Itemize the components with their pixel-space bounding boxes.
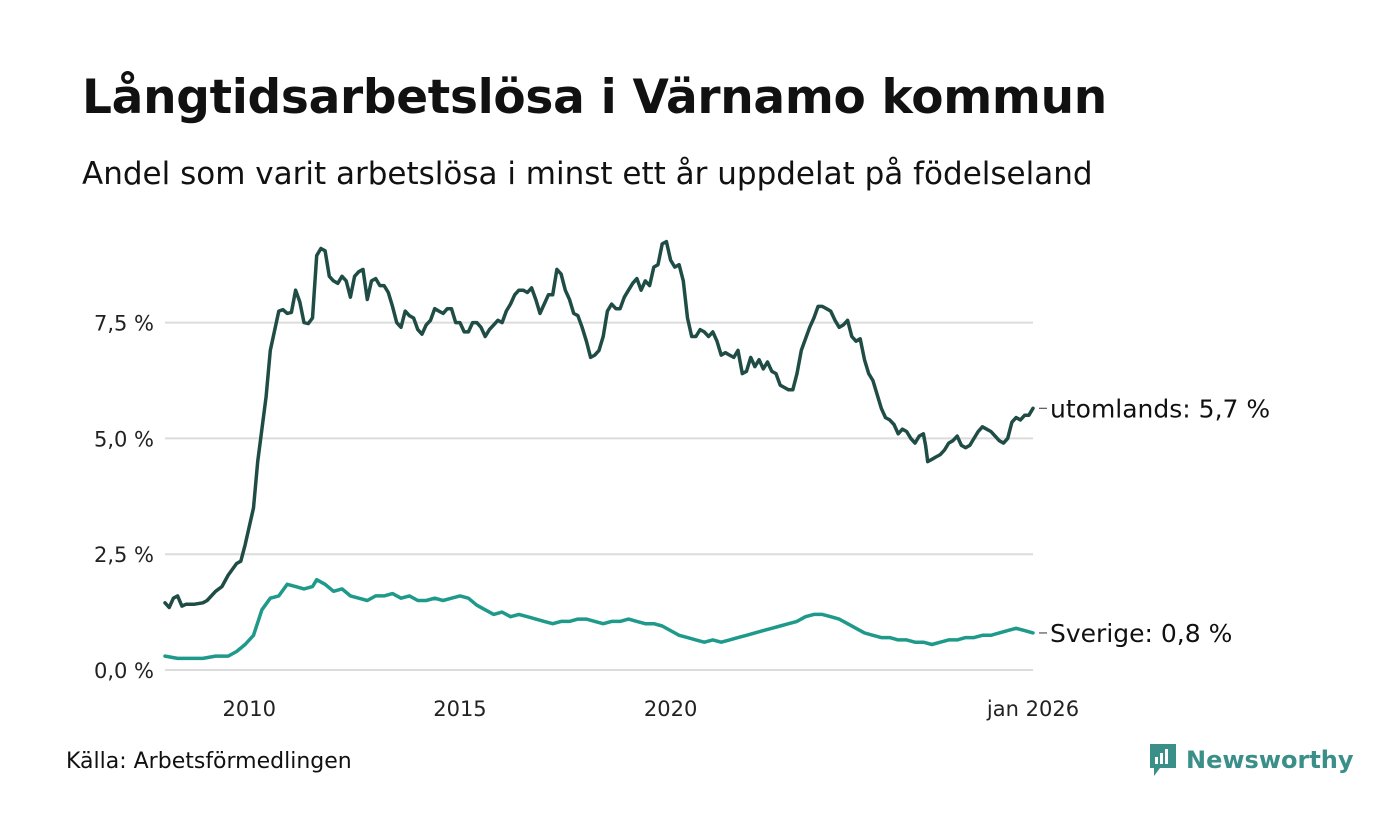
x-tick-label: jan 2026 [986, 697, 1079, 721]
x-tick-label: 2015 [433, 697, 486, 721]
newsworthy-logo-icon [1150, 744, 1176, 776]
series-line-utomlands [163, 239, 1035, 610]
end-label-sverige: Sverige: 0,8 % [1050, 619, 1232, 648]
series-lines [163, 239, 1035, 661]
source-note: Källa: Arbetsförmedlingen [66, 749, 352, 774]
x-tick-label: 2020 [644, 697, 697, 721]
x-axis-ticks: 2010 2015 2020 jan 2026 [223, 697, 1080, 721]
y-tick-label: 7,5 % [94, 312, 154, 336]
series-line-sverige [163, 577, 1035, 661]
end-label-utomlands: utomlands: 5,7 % [1050, 394, 1270, 423]
gridlines [165, 321, 1033, 671]
y-axis-ticks: 0,0 % 2,5 % 5,0 % 7,5 % [94, 312, 154, 683]
brand-name: Newsworthy [1186, 746, 1354, 774]
y-tick-label: 0,0 % [94, 659, 154, 683]
chart-title: Långtidsarbetslösa i Värnamo kommun [82, 70, 1107, 125]
chart-subtitle: Andel som varit arbetslösa i minst ett å… [82, 156, 1093, 192]
y-tick-label: 5,0 % [94, 427, 154, 451]
x-tick-label: 2010 [223, 697, 276, 721]
end-labels: utomlands: 5,7 % Sverige: 0,8 % [1039, 394, 1270, 648]
y-tick-label: 2,5 % [94, 543, 154, 567]
brand-logo: Newsworthy [1148, 742, 1354, 778]
